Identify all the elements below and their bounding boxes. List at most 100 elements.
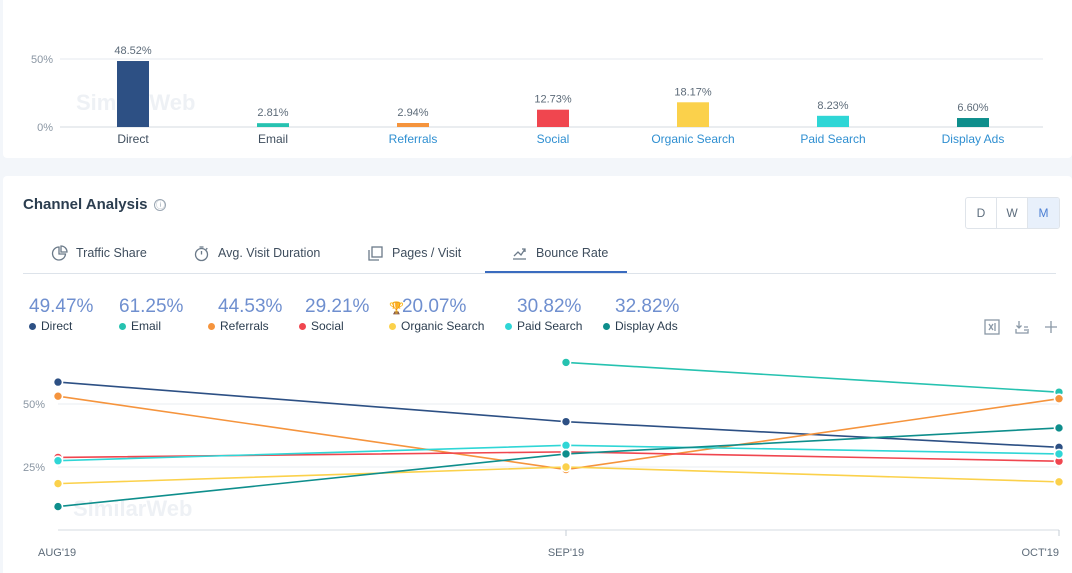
data-point-referrals xyxy=(560,464,572,475)
data-point-organic-search xyxy=(1053,476,1065,488)
legend-item-display-ads[interactable]: 32.82% Display Ads xyxy=(603,296,679,333)
info-icon[interactable]: ⓘ xyxy=(154,198,167,211)
legend-dot-referrals xyxy=(208,322,215,330)
data-point-email xyxy=(1053,386,1065,398)
data-point-paid-search xyxy=(1053,448,1065,460)
series-line-referrals xyxy=(57,395,1060,471)
bar-value-label: 8.23% xyxy=(817,100,848,112)
stopwatch-icon xyxy=(194,245,209,261)
traffic-share-bar-chart: 50%0%SimilarWeb48.52%Direct2.81%Email2.9… xyxy=(31,45,1043,146)
bar-value-label: 2.94% xyxy=(397,107,428,119)
data-point-paid-search xyxy=(560,440,572,451)
bar-organic-search xyxy=(677,102,709,127)
data-point-display-ads xyxy=(52,501,64,512)
legend-dot-display-ads xyxy=(603,322,610,330)
legend-label-display-ads: Display Ads xyxy=(615,319,678,333)
granularity-day-button[interactable]: D xyxy=(966,198,997,228)
x-category-label: Paid Search xyxy=(800,132,865,146)
legend-value-display-ads: 32.82% xyxy=(615,296,680,317)
data-point-paid-search xyxy=(52,455,64,467)
legend-dot-paid-search xyxy=(505,322,512,330)
legend-label-direct: Direct xyxy=(41,319,73,333)
legend-value-paid-search: 30.82% xyxy=(517,296,582,317)
channel-analysis-title-text: Channel Analysis xyxy=(23,196,148,213)
data-point-direct xyxy=(560,416,572,427)
chart-toolbar xyxy=(983,318,1059,340)
bounce-rate-icon xyxy=(513,248,526,260)
bar-value-label: 2.81% xyxy=(257,107,288,119)
pages-icon xyxy=(368,245,383,261)
legend-label-referrals: Referrals xyxy=(220,319,269,333)
legend-label-social: Social xyxy=(311,319,344,333)
x-category-label: Email xyxy=(258,132,288,146)
tab-pages-visit[interactable]: Pages / Visit xyxy=(367,234,461,272)
series-line-social xyxy=(57,451,1060,463)
x-tick-label: AUG'19 xyxy=(38,547,76,559)
granularity-toggle: D W M xyxy=(965,197,1060,229)
series-line-email xyxy=(565,361,1060,393)
excel-icon[interactable] xyxy=(983,318,1001,340)
x-category-label: Direct xyxy=(117,132,149,146)
tab-traffic-share-label: Traffic Share xyxy=(76,246,147,260)
channel-analysis-title: Channel Analysis ⓘ xyxy=(23,196,167,213)
data-point-referrals xyxy=(1053,393,1065,405)
channel-analysis-card: Channel Analysis ⓘ D W M Traffic Share A… xyxy=(3,176,1072,573)
legend-value-referrals: 44.53% xyxy=(218,296,283,317)
series-line-display-ads xyxy=(57,427,1060,508)
x-category-label: Social xyxy=(537,132,570,146)
legend-dot-organic-search xyxy=(389,322,396,330)
traffic-sources-card: 50%0%SimilarWeb48.52%Direct2.81%Email2.9… xyxy=(3,0,1072,158)
tab-pages-visit-label: Pages / Visit xyxy=(392,246,462,260)
pie-chart-icon xyxy=(51,244,68,261)
series-line-organic-search xyxy=(57,466,1060,485)
tab-avg-visit-duration[interactable]: Avg. Visit Duration xyxy=(193,234,320,272)
legend-value-email: 61.25% xyxy=(119,296,184,317)
tab-bounce-rate[interactable]: Bounce Rate xyxy=(485,234,627,273)
data-point-social xyxy=(52,452,64,463)
bar-value-label: 18.17% xyxy=(674,86,712,98)
x-category-label: Referrals xyxy=(389,132,438,146)
data-point-organic-search xyxy=(560,461,572,473)
granularity-month-button[interactable]: M xyxy=(1028,198,1059,228)
legend-label-email: Email xyxy=(131,319,162,333)
bar-value-label: 48.52% xyxy=(114,45,152,57)
data-point-display-ads xyxy=(1053,422,1065,434)
y-tick-label: 50% xyxy=(23,399,45,411)
legend-dot-direct xyxy=(29,322,36,330)
data-point-direct xyxy=(1053,442,1065,453)
legend-dot-email xyxy=(119,322,126,330)
x-tick-label: OCT'19 xyxy=(1021,547,1059,559)
trophy-icon: 🏆 xyxy=(389,301,404,315)
legend-item-paid-search[interactable]: 30.82% Paid Search xyxy=(505,296,582,333)
series-line-direct xyxy=(57,381,1060,449)
y-tick-label: 0% xyxy=(37,122,53,134)
bar-paid-search xyxy=(817,115,849,127)
legend-item-email[interactable]: 61.25% Email xyxy=(119,296,183,333)
granularity-week-button[interactable]: W xyxy=(997,198,1028,228)
data-point-social xyxy=(1053,455,1065,467)
bar-value-label: 12.73% xyxy=(534,94,572,106)
add-icon[interactable] xyxy=(1043,318,1059,340)
legend-value-direct: 49.47% xyxy=(29,296,94,317)
legend-item-direct[interactable]: 49.47% Direct xyxy=(29,296,93,333)
legend-item-social[interactable]: 29.21% Social xyxy=(299,296,369,333)
data-point-display-ads xyxy=(560,448,572,460)
legend-item-referrals[interactable]: 44.53% Referrals xyxy=(208,296,282,333)
data-point-organic-search xyxy=(52,478,64,489)
download-icon[interactable] xyxy=(1013,318,1031,340)
legend-label-paid-search: Paid Search xyxy=(517,319,583,333)
bar-direct xyxy=(117,61,149,127)
watermark: SimilarWeb xyxy=(73,496,192,521)
bar-display-ads xyxy=(957,118,989,127)
tab-traffic-share[interactable]: Traffic Share xyxy=(51,234,147,272)
tab-avg-visit-duration-label: Avg. Visit Duration xyxy=(218,246,321,260)
data-point-referrals xyxy=(52,390,64,402)
legend-item-organic-search[interactable]: 🏆20.07% Organic Search xyxy=(389,296,484,333)
series-line-paid-search xyxy=(57,444,1060,462)
legend-label-organic-search: Organic Search xyxy=(401,319,485,333)
data-point-email xyxy=(560,357,572,368)
y-tick-label: 25% xyxy=(23,462,45,474)
y-tick-label: 50% xyxy=(31,54,53,66)
x-category-label: Display Ads xyxy=(942,132,1005,146)
bar-social xyxy=(537,109,569,127)
